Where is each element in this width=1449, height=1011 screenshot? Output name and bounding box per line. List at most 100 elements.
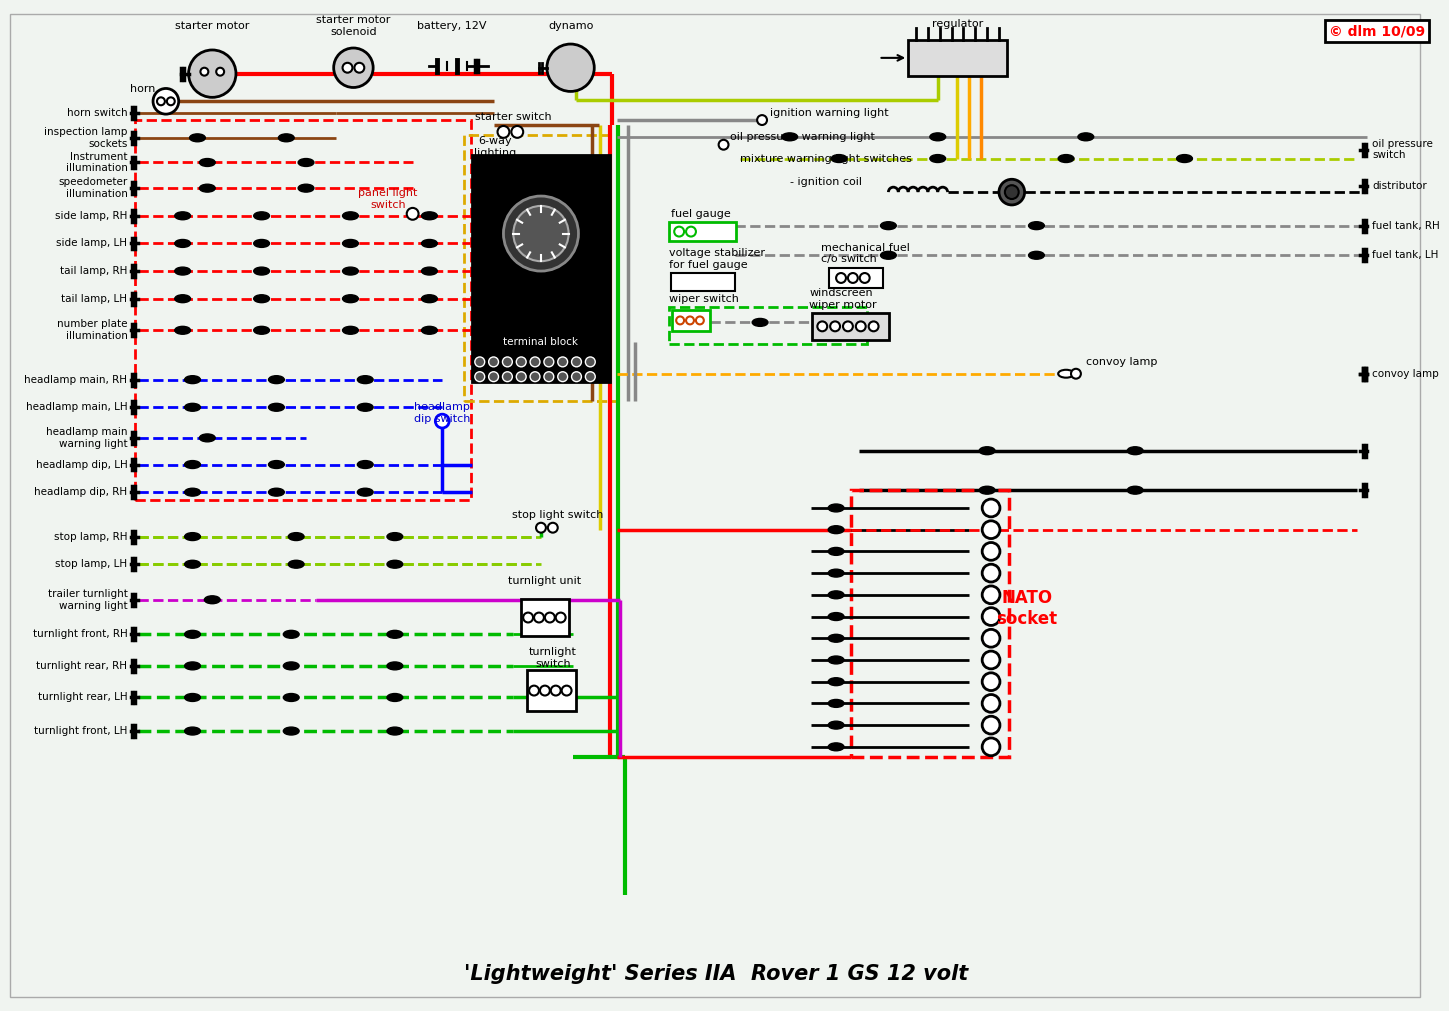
Bar: [671, 273, 736, 291]
Text: oil pressure
switch: oil pressure switch: [1372, 139, 1433, 161]
Text: tail lamp, LH: tail lamp, LH: [61, 294, 128, 303]
Ellipse shape: [298, 159, 314, 167]
Circle shape: [355, 63, 364, 73]
Ellipse shape: [1078, 132, 1094, 141]
Bar: [851, 490, 1009, 756]
Circle shape: [562, 685, 571, 696]
Circle shape: [435, 415, 449, 428]
Circle shape: [836, 273, 846, 283]
Circle shape: [859, 273, 869, 283]
Ellipse shape: [288, 533, 304, 541]
Ellipse shape: [184, 631, 200, 638]
Text: panel light
switch: panel light switch: [358, 188, 417, 210]
Text: trailer turnlight
warning light: trailer turnlight warning light: [48, 589, 128, 611]
Ellipse shape: [184, 533, 200, 541]
Circle shape: [535, 613, 543, 623]
Circle shape: [543, 372, 554, 381]
Ellipse shape: [200, 184, 216, 192]
Ellipse shape: [358, 403, 374, 411]
Circle shape: [546, 44, 594, 91]
Ellipse shape: [184, 488, 200, 496]
Circle shape: [685, 226, 696, 237]
Text: windscreen
wiper motor: windscreen wiper motor: [810, 288, 877, 309]
Ellipse shape: [190, 133, 206, 142]
Circle shape: [523, 613, 533, 623]
Circle shape: [200, 68, 209, 76]
Ellipse shape: [829, 504, 843, 512]
Text: fuel tank, RH: fuel tank, RH: [1372, 220, 1440, 231]
Ellipse shape: [268, 488, 284, 496]
Text: turnlight rear, LH: turnlight rear, LH: [38, 693, 128, 703]
Text: inspection lamp
sockets: inspection lamp sockets: [43, 127, 128, 149]
Circle shape: [982, 716, 1000, 734]
Circle shape: [677, 316, 684, 325]
Text: fuel tank, LH: fuel tank, LH: [1372, 251, 1439, 260]
Text: side lamp, RH: side lamp, RH: [55, 211, 128, 220]
Text: turnlight front, LH: turnlight front, LH: [33, 726, 128, 736]
Circle shape: [503, 357, 513, 367]
Circle shape: [674, 226, 684, 237]
Bar: [813, 312, 890, 340]
Circle shape: [558, 372, 568, 381]
Circle shape: [558, 357, 568, 367]
Circle shape: [982, 651, 1000, 669]
Bar: [672, 309, 710, 332]
Circle shape: [758, 115, 767, 125]
Circle shape: [545, 613, 555, 623]
Circle shape: [982, 630, 1000, 647]
Ellipse shape: [284, 662, 298, 670]
Text: number plate
illumination: number plate illumination: [57, 319, 128, 341]
Circle shape: [503, 196, 578, 271]
Text: NATO
socket: NATO socket: [995, 589, 1058, 628]
Ellipse shape: [342, 212, 358, 219]
Ellipse shape: [1127, 447, 1143, 455]
Bar: [464, 134, 617, 401]
Text: headlamp main, RH: headlamp main, RH: [25, 375, 128, 384]
Ellipse shape: [184, 560, 200, 568]
Circle shape: [488, 372, 498, 381]
Bar: [829, 268, 884, 288]
Circle shape: [830, 321, 840, 332]
Circle shape: [516, 357, 526, 367]
Text: regulator: regulator: [932, 19, 982, 29]
Text: fuel gauge: fuel gauge: [671, 209, 730, 218]
Circle shape: [585, 357, 596, 367]
Ellipse shape: [422, 327, 438, 335]
Circle shape: [571, 372, 581, 381]
Circle shape: [1004, 185, 1019, 199]
Ellipse shape: [358, 488, 374, 496]
Ellipse shape: [184, 727, 200, 735]
Ellipse shape: [829, 526, 843, 534]
Circle shape: [585, 372, 596, 381]
Ellipse shape: [881, 221, 897, 229]
Circle shape: [982, 521, 1000, 539]
Text: stop light switch: stop light switch: [511, 510, 603, 520]
Ellipse shape: [342, 240, 358, 248]
Circle shape: [167, 97, 175, 105]
Circle shape: [536, 523, 546, 533]
Circle shape: [333, 48, 374, 88]
Text: convoy lamp: convoy lamp: [1372, 369, 1439, 379]
Bar: [909, 40, 1007, 76]
Ellipse shape: [175, 295, 191, 302]
Text: headlamp
dip switch: headlamp dip switch: [414, 402, 471, 424]
Circle shape: [516, 372, 526, 381]
Ellipse shape: [184, 403, 200, 411]
Ellipse shape: [930, 132, 946, 141]
Circle shape: [407, 208, 419, 219]
Ellipse shape: [881, 252, 897, 259]
Ellipse shape: [342, 327, 358, 335]
Circle shape: [497, 126, 510, 137]
Circle shape: [156, 97, 165, 105]
Ellipse shape: [422, 267, 438, 275]
Circle shape: [530, 372, 540, 381]
Ellipse shape: [829, 700, 843, 708]
Text: oil pressure  warning light: oil pressure warning light: [730, 131, 875, 142]
Text: Instrument
illumination: Instrument illumination: [65, 152, 128, 173]
Text: starter motor: starter motor: [175, 21, 249, 31]
Ellipse shape: [829, 613, 843, 621]
Text: distributor: distributor: [1372, 181, 1427, 191]
Ellipse shape: [782, 132, 797, 141]
Ellipse shape: [298, 184, 314, 192]
Ellipse shape: [342, 295, 358, 302]
